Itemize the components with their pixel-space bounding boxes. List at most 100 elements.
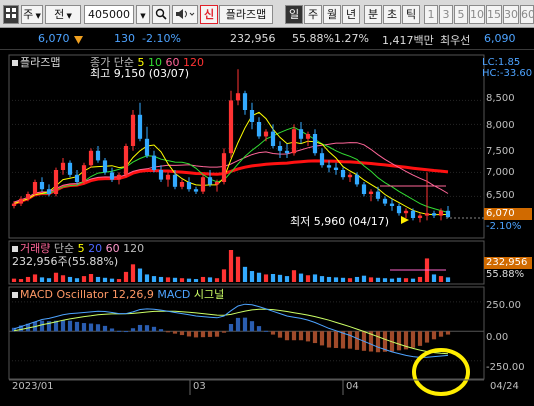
best-ask-price: 6,090 [484, 32, 516, 45]
volume-bar [53, 272, 59, 282]
macd-tick-0: 0.00 [486, 332, 509, 343]
oscillator-bar [165, 331, 171, 333]
period-day[interactable]: 일 [285, 5, 303, 24]
volume-bar [326, 276, 332, 282]
volume-bar [368, 277, 374, 282]
type-dropdown[interactable]: 주 ▼ [21, 5, 43, 24]
oscillator-bar [326, 331, 332, 348]
candle-body [242, 93, 248, 110]
signal-tag[interactable]: 신 [200, 5, 218, 24]
minute-10[interactable]: 10 [469, 5, 485, 24]
oscillator-bar [396, 331, 402, 351]
minute-60[interactable]: 60 [520, 5, 534, 24]
minute-1[interactable]: 1 [424, 5, 438, 24]
period-second[interactable]: 초 [383, 5, 401, 24]
volume-bar [179, 278, 185, 282]
volume-bar [186, 278, 192, 282]
period-year[interactable]: 년 [342, 5, 360, 24]
volume-bar [354, 276, 360, 282]
volume-bar [137, 268, 143, 282]
speaker-icon[interactable] [172, 5, 198, 24]
candle-body [228, 100, 234, 154]
oscillator-bar [123, 331, 129, 333]
grid-icon[interactable] [3, 5, 19, 24]
oscillator-bar [235, 317, 241, 332]
oscillator-bar [410, 331, 416, 348]
change-percent: -2.10% [142, 32, 181, 45]
candle-body [144, 138, 150, 156]
price-tick-7000: 7,000 [486, 167, 515, 178]
oscillator-bar [116, 330, 122, 332]
candle-body [32, 182, 38, 194]
volume-bar [361, 275, 367, 282]
oscillator-bar [144, 325, 150, 332]
volume-bar [11, 278, 17, 282]
candle-body [389, 203, 395, 206]
minute-5[interactable]: 5 [454, 5, 468, 24]
current-price: 6,070 [38, 32, 70, 45]
candle-body [319, 153, 325, 166]
candle-body [256, 122, 262, 137]
period-month[interactable]: 월 [323, 5, 341, 24]
oscillator-bar [172, 331, 178, 334]
code-dropdown-button[interactable]: ▼ [136, 5, 150, 24]
volume-bar [67, 276, 73, 282]
volume-bar [102, 277, 108, 282]
candle-body [438, 210, 444, 216]
oscillator-bar [130, 328, 136, 332]
oscillator-bar [312, 331, 318, 344]
volume-bar [263, 274, 269, 282]
minute-30[interactable]: 30 [503, 5, 519, 24]
candle-body [193, 189, 199, 192]
volume-bar [172, 277, 178, 282]
candle-body [347, 174, 353, 178]
volume-bar [347, 278, 353, 282]
period-week[interactable]: 주 [304, 5, 322, 24]
candle-body [333, 167, 339, 170]
mode-dropdown[interactable]: 전 ▼ [45, 5, 81, 24]
minute-3[interactable]: 3 [439, 5, 453, 24]
price-change: 130 [114, 32, 135, 45]
candle-body [25, 194, 31, 199]
volume-bar [417, 276, 423, 282]
stock-name-label: 플라즈맵 [219, 5, 273, 24]
candle-body [67, 162, 73, 175]
volume-bar [256, 272, 262, 282]
chart-canvas[interactable] [0, 50, 534, 406]
low-annotation: 최저 5,960 (04/17) [290, 215, 390, 228]
candle-body [165, 174, 171, 180]
volume-legend: 거래량 단순 5 20 60 120 [12, 242, 144, 255]
oscillator-bar [102, 325, 108, 332]
chart-area[interactable]: 플라즈맵 종가 단순 5 10 60 120 최고 9,150 (03/07) … [0, 50, 534, 406]
volume-bar [396, 277, 402, 282]
volume-bar [109, 278, 115, 282]
volume-bar [144, 274, 150, 282]
candle-body [403, 210, 409, 214]
current-price-tag: 6,070 [484, 208, 532, 220]
volume-bar [228, 250, 234, 282]
hc-label: HC:-33.60 [482, 68, 533, 79]
candle-body [172, 174, 178, 187]
candle-body [200, 177, 206, 192]
x-label-2023-01: 2023/01 [12, 381, 54, 392]
oscillator-bar [298, 331, 304, 341]
stock-code-input[interactable]: 405000 [84, 5, 134, 24]
period-tick[interactable]: 틱 [402, 5, 420, 24]
minute-15[interactable]: 15 [486, 5, 502, 24]
candle-body [130, 114, 136, 146]
period-minute[interactable]: 분 [364, 5, 382, 24]
volume-bar [242, 266, 248, 282]
volume-bar [25, 276, 31, 282]
oscillator-bar [11, 327, 17, 332]
oscillator-bar [277, 331, 283, 338]
oscillator-bar [18, 325, 24, 332]
down-triangle-icon [74, 34, 83, 47]
candle-body [18, 198, 24, 204]
volume-value-tag: 232,956 [484, 257, 532, 269]
search-icon[interactable] [152, 5, 170, 24]
volume-bar [298, 273, 304, 282]
volume-bar [165, 277, 171, 282]
turnover-rate: 1.27% [334, 32, 369, 45]
candle-body [235, 93, 241, 101]
volume-bar [375, 277, 381, 282]
